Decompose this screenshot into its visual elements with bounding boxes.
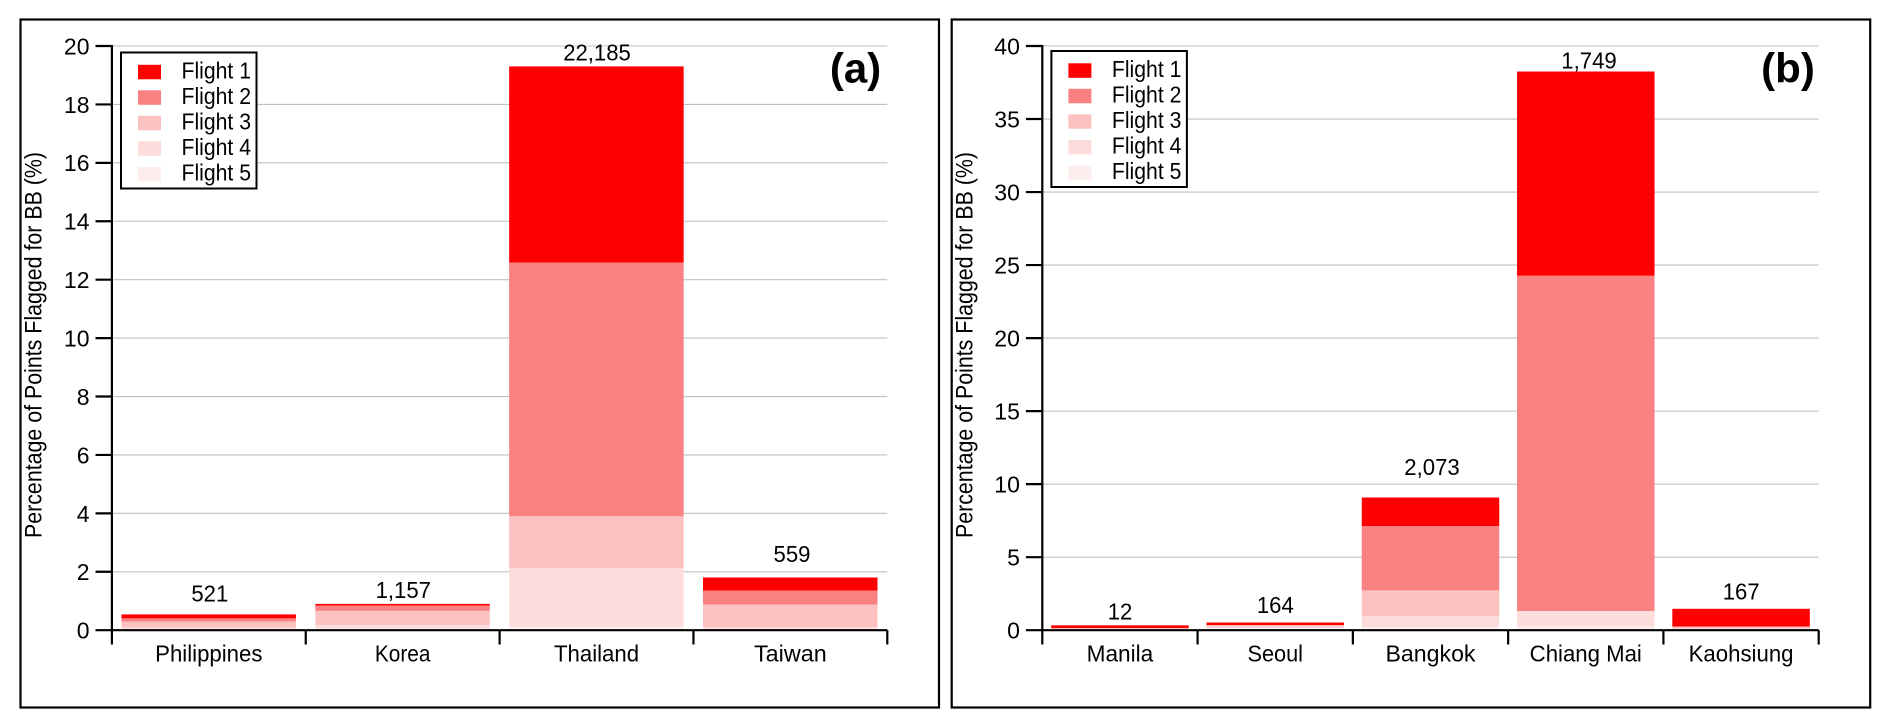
svg-text:2,073: 2,073	[1404, 454, 1459, 480]
svg-text:22,185: 22,185	[563, 39, 631, 65]
svg-text:Korea: Korea	[375, 640, 431, 666]
svg-text:167: 167	[1723, 578, 1760, 604]
svg-text:15: 15	[994, 399, 1020, 425]
svg-text:Percentage of Points Flagged f: Percentage of Points Flagged for BB (%)	[21, 152, 48, 538]
svg-text:Flight 4: Flight 4	[1112, 133, 1182, 159]
svg-text:Seoul: Seoul	[1247, 640, 1303, 666]
svg-text:10: 10	[64, 326, 90, 352]
svg-text:2: 2	[77, 559, 90, 585]
svg-text:12: 12	[1108, 598, 1133, 624]
svg-text:6: 6	[77, 442, 90, 468]
svg-text:1,749: 1,749	[1561, 47, 1616, 73]
svg-text:Kaohsiung: Kaohsiung	[1689, 640, 1794, 666]
svg-text:Thailand: Thailand	[554, 640, 639, 666]
svg-text:25: 25	[994, 252, 1020, 278]
svg-text:559: 559	[774, 541, 811, 567]
svg-text:Philippines: Philippines	[155, 640, 262, 666]
svg-text:Taiwan: Taiwan	[754, 640, 827, 666]
svg-text:Flight 1: Flight 1	[1112, 56, 1182, 82]
svg-text:Chiang Mai: Chiang Mai	[1530, 640, 1642, 666]
svg-text:18: 18	[64, 92, 90, 118]
svg-text:14: 14	[64, 209, 90, 235]
svg-text:Flight 1: Flight 1	[182, 58, 252, 84]
svg-text:16: 16	[64, 150, 90, 176]
svg-text:Manila: Manila	[1087, 640, 1154, 666]
svg-text:Flight 5: Flight 5	[182, 160, 252, 186]
svg-text:Flight 5: Flight 5	[1112, 158, 1182, 184]
svg-text:Flight 2: Flight 2	[1112, 82, 1182, 108]
svg-text:20: 20	[64, 33, 90, 59]
svg-text:8: 8	[77, 384, 90, 410]
svg-text:10: 10	[994, 472, 1020, 498]
svg-text:20: 20	[994, 326, 1020, 352]
svg-text:0: 0	[1007, 618, 1020, 644]
svg-text:4: 4	[77, 501, 90, 527]
svg-text:30: 30	[994, 179, 1020, 205]
svg-text:521: 521	[191, 580, 228, 606]
svg-text:Flight 3: Flight 3	[182, 109, 252, 135]
svg-text:12: 12	[64, 267, 90, 293]
svg-text:40: 40	[994, 33, 1020, 59]
svg-text:0: 0	[77, 618, 90, 644]
svg-text:Flight 2: Flight 2	[182, 83, 252, 109]
svg-text:Bangkok: Bangkok	[1386, 640, 1476, 666]
svg-text:Percentage of Points Flagged f: Percentage of Points Flagged for BB (%)	[952, 152, 979, 538]
svg-text:(b): (b)	[1761, 45, 1815, 92]
svg-text:1,157: 1,157	[376, 577, 431, 603]
svg-text:5: 5	[1007, 545, 1020, 571]
svg-text:(a): (a)	[830, 45, 881, 92]
svg-text:Flight 4: Flight 4	[182, 134, 252, 160]
svg-text:Flight 3: Flight 3	[1112, 107, 1182, 133]
svg-text:164: 164	[1257, 592, 1294, 618]
svg-text:35: 35	[994, 106, 1020, 132]
